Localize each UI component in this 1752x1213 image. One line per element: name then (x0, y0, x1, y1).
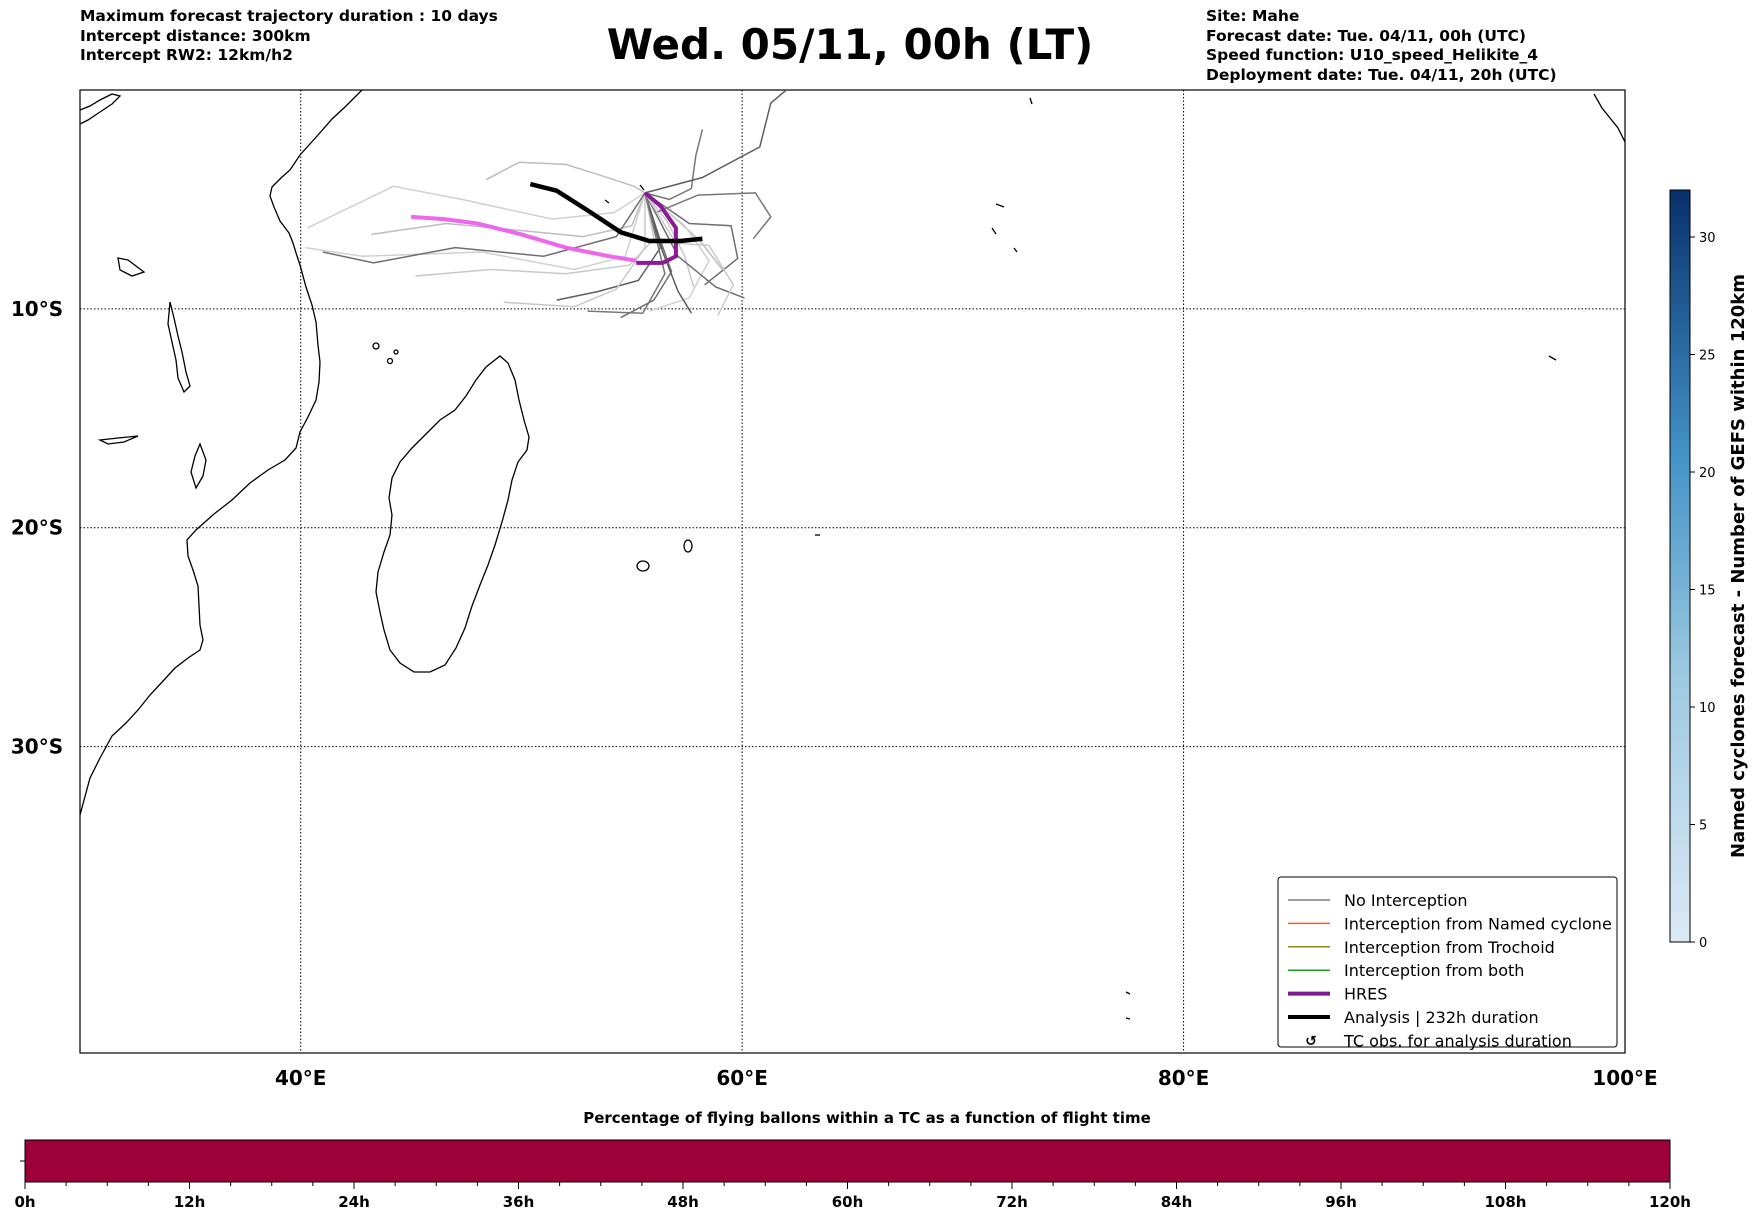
flight-time-bar: Percentage of flying ballons within a TC… (14, 1109, 1691, 1211)
amsterdam-island (1125, 991, 1131, 1020)
lon-tick-label: 40°E (275, 1066, 327, 1090)
ensemble-track (587, 192, 666, 314)
legend-item: Interception from both (1288, 961, 1524, 980)
flight-time-tick-label: 96h (1325, 1193, 1357, 1211)
mauritius-island (683, 539, 693, 553)
flight-time-tick-label: 12h (174, 1193, 206, 1211)
info-deployment-date: Deployment date: Tue. 04/11, 20h (UTC) (1206, 65, 1557, 84)
lake-malawi (190, 442, 207, 490)
info-forecast-date: Forecast date: Tue. 04/11, 00h (UTC) (1206, 26, 1527, 45)
legend-item: No Interception (1288, 891, 1468, 910)
flight-time-tick-label: 108h (1485, 1193, 1527, 1211)
lon-tick-label: 100°E (1592, 1066, 1657, 1090)
ensemble-track (485, 161, 646, 194)
legend-item: Interception from Named cyclone (1288, 914, 1612, 933)
lon-tick-label: 80°E (1158, 1066, 1210, 1090)
ensemble-track (503, 192, 646, 308)
maldives-islands (1029, 97, 1033, 105)
ensemble-track (644, 129, 704, 201)
legend-label: Interception from both (1344, 961, 1524, 980)
flight-time-tick-label: 36h (503, 1193, 535, 1211)
ensemble-track (644, 192, 735, 316)
lat-tick-label: 10°S (11, 297, 63, 321)
info-duration: Maximum forecast trajectory duration : 1… (80, 7, 498, 25)
colorbar-tick-label: 10 (1699, 701, 1716, 716)
lake-kariba (97, 435, 139, 445)
comoros-island (386, 357, 394, 365)
legend-item: HRES (1288, 985, 1387, 1004)
legend-label: HRES (1344, 985, 1387, 1004)
ensemble-track (304, 192, 646, 271)
ensemble-track (306, 185, 646, 229)
hres-track-late (410, 214, 637, 263)
map-title: Wed. 05/11, 00h (LT) (606, 20, 1094, 69)
info-intercept-distance: Intercept distance: 300km (80, 26, 311, 45)
colorbar-tick-label: 25 (1699, 349, 1716, 364)
flight-time-bar-fill (24, 1139, 1671, 1183)
lake-victoria (117, 257, 146, 277)
ensemble-track (644, 90, 787, 194)
legend-item: Analysis | 232h duration (1288, 1008, 1539, 1027)
flight-time-tick-label: 48h (667, 1193, 699, 1211)
colorbar-tick-label: 20 (1699, 466, 1716, 481)
latitude-ticks: 10°S 20°S 30°S (11, 297, 63, 759)
flight-time-tick-label: 24h (338, 1193, 370, 1211)
africa-coastline (80, 90, 363, 816)
legend-box (1277, 876, 1618, 1048)
flight-time-tick-label: 60h (832, 1193, 864, 1211)
colorbar-label: Named cyclones forecast - Number of GEFS… (1728, 274, 1749, 858)
ensemble-track (644, 192, 693, 314)
lon-tick-label: 60°E (716, 1066, 768, 1090)
horn-coastline (80, 93, 122, 125)
tc-obs-marker-icon: ↺ (1305, 1033, 1317, 1049)
legend-label: Interception from Named cyclone (1344, 914, 1612, 933)
legend-label: No Interception (1344, 891, 1468, 910)
legend-label: Interception from Trochoid (1344, 938, 1555, 957)
colorbar-tick-label: 5 (1699, 819, 1707, 834)
christmas-island (1548, 355, 1557, 361)
ensemble-track (644, 192, 710, 312)
lat-tick-label: 30°S (11, 735, 63, 759)
ensemble-track (415, 192, 655, 277)
flight-time-tick-label: 72h (996, 1193, 1028, 1211)
flight-time-tick-label: 120h (1649, 1193, 1691, 1211)
trajectory-tracks (304, 90, 787, 319)
colorbar-gradient (1669, 189, 1691, 943)
legend-label: Analysis | 232h duration (1344, 1008, 1539, 1027)
forecast-parameters: Maximum forecast trajectory duration : 1… (80, 7, 498, 66)
ensemble-track (371, 192, 646, 238)
legend-label: TC obs. for analysis duration (1343, 1031, 1572, 1050)
comoros-island (372, 342, 380, 350)
coastlines (80, 90, 1625, 1020)
madagascar-coastline (375, 355, 530, 673)
reunion-island (636, 560, 650, 572)
ensemble-track (644, 192, 739, 286)
flight-time-tick-label: 84h (1161, 1193, 1193, 1211)
comoros-island (393, 349, 399, 355)
ensemble-track (322, 192, 646, 264)
colorbar: Named cyclones forecast - Number of GEFS… (1669, 189, 1749, 951)
gridlines (80, 90, 1625, 1053)
colorbar-tick-label: 30 (1699, 231, 1716, 246)
legend-item: Interception from Trochoid (1288, 938, 1555, 957)
lake-tanganyika (167, 301, 191, 394)
sumatra-coastline (1593, 93, 1625, 143)
colorbar-tick-label: 15 (1699, 584, 1716, 599)
flight-time-bar-label: Percentage of flying ballons within a TC… (583, 1109, 1151, 1127)
info-site: Site: Mahe (1206, 7, 1300, 25)
lat-tick-label: 20°S (11, 516, 63, 540)
chagos-islands (991, 203, 1018, 253)
analysis-track (529, 181, 703, 244)
info-intercept-rw2: Intercept RW2: 12km/h2 (80, 46, 293, 64)
info-speed-function: Speed function: U10_speed_Helikite_4 (1206, 46, 1539, 64)
flight-time-tick-label: 0h (14, 1193, 35, 1211)
site-parameters: Site: Mahe Forecast date: Tue. 04/11, 00… (1206, 7, 1557, 85)
colorbar-tick-label: 0 (1699, 936, 1707, 951)
longitude-ticks: 40°E 60°E 80°E 100°E (275, 1066, 1658, 1090)
legend-item: ↺ TC obs. for analysis duration (1305, 1031, 1572, 1050)
legend: No Interception Interception from Named c… (1277, 876, 1618, 1050)
